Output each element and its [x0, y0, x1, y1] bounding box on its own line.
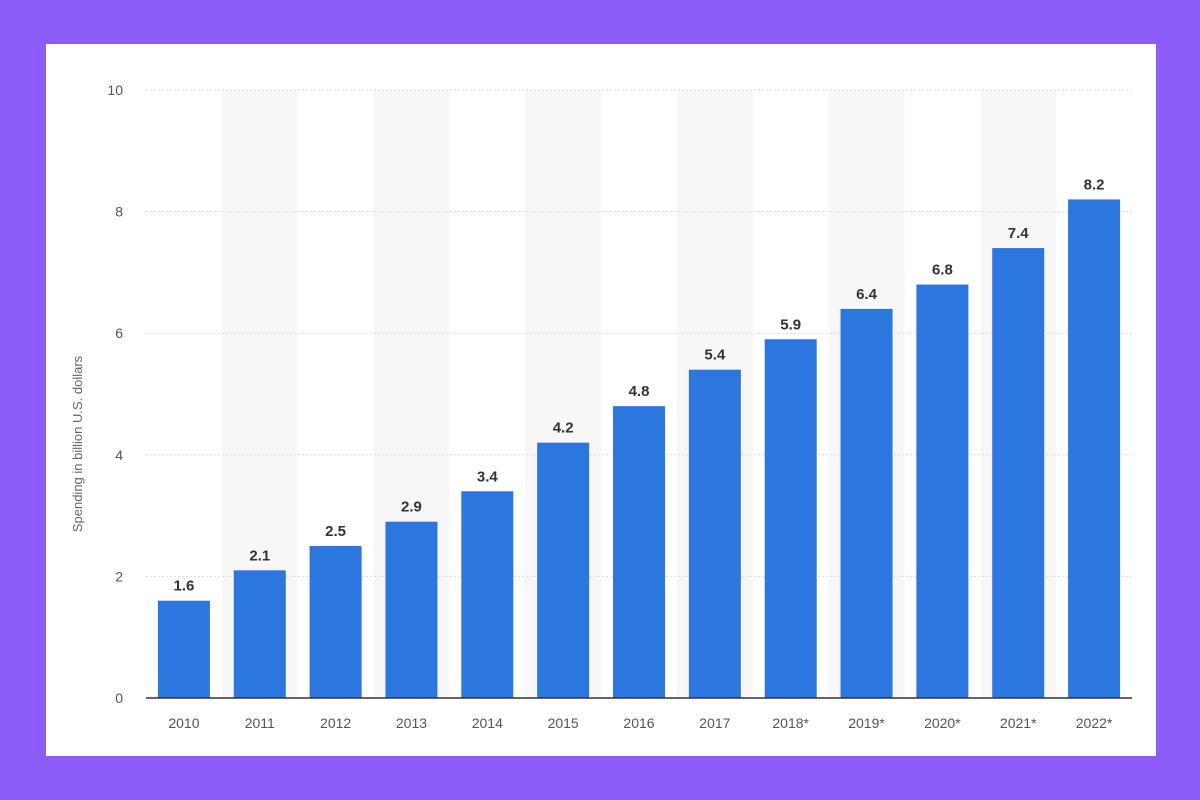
- bar: [385, 521, 438, 698]
- bar: [461, 491, 514, 698]
- bar: [233, 570, 286, 698]
- x-axis-ticks: 2010 2011 2012 2013 2014 2015 2016 2017 2018* 201…: [168, 715, 1113, 731]
- x-tick-label: 2018*: [772, 715, 809, 731]
- x-tick-label: 2019*: [848, 715, 885, 731]
- bar-value-label: 3.4: [477, 468, 499, 485]
- x-tick-label: 2011: [245, 715, 275, 731]
- y-tick-label: 2: [115, 568, 123, 584]
- x-tick-label: 2010: [168, 715, 199, 731]
- y-tick-label: 0: [115, 690, 123, 706]
- bar-value-label: 6.8: [932, 262, 953, 279]
- bar: [537, 442, 590, 698]
- y-tick-label: 8: [115, 204, 123, 220]
- bar: [1068, 199, 1121, 698]
- x-tick-label: 2013: [396, 715, 427, 731]
- x-tick-label: 2020*: [924, 715, 961, 731]
- bar: [688, 369, 741, 698]
- bar-value-label: 4.2: [553, 420, 574, 437]
- bar-value-label: 6.4: [856, 286, 878, 303]
- bar: [916, 284, 969, 698]
- y-tick-label: 10: [107, 82, 123, 98]
- x-tick-label: 2022*: [1076, 715, 1113, 731]
- x-tick-label: 2021*: [1000, 715, 1037, 731]
- bar-value-label: 7.4: [1008, 225, 1030, 242]
- x-tick-label: 2012: [320, 715, 351, 731]
- bar: [840, 308, 893, 698]
- x-tick-label: 2017: [699, 715, 730, 731]
- bars: [157, 199, 1121, 698]
- y-axis-ticks: 0 2 4 6 8 10: [107, 82, 123, 706]
- y-axis-title: Spending in billion U.S. dollars: [70, 355, 85, 532]
- x-tick-label: 2016: [623, 715, 654, 731]
- bar-value-label: 5.9: [780, 316, 801, 333]
- bar: [764, 339, 817, 698]
- bar-value-label: 2.1: [249, 547, 270, 564]
- bar-value-label: 2.5: [325, 523, 346, 540]
- bar-value-label: 1.6: [173, 578, 194, 595]
- bar-value-label: 8.2: [1084, 176, 1105, 193]
- bar: [613, 406, 665, 698]
- bar-value-label: 5.4: [704, 347, 726, 364]
- y-tick-label: 4: [115, 447, 123, 463]
- bar: [992, 248, 1045, 698]
- bar-value-label: 4.8: [629, 383, 650, 400]
- bar: [157, 600, 210, 698]
- bar-chart: 0 2 4 6 8 10 1.6 2.1 2.5 2.9 3.4 4.2 4.8 5.4 5.9 6.4 6.…: [70, 82, 1132, 731]
- x-tick-label: 2014: [472, 715, 503, 731]
- x-tick-label: 2015: [548, 715, 579, 731]
- y-tick-label: 6: [115, 325, 123, 341]
- bar-value-label: 2.9: [401, 499, 422, 516]
- bar: [309, 546, 362, 698]
- chart-frame: 0 2 4 6 8 10 1.6 2.1 2.5 2.9 3.4 4.2 4.8 5.4 5.9 6.4 6.…: [46, 44, 1156, 756]
- value-labels: 1.6 2.1 2.5 2.9 3.4 4.2 4.8 5.4 5.9 6.4 6.8 7.4 8.2: [173, 176, 1104, 594]
